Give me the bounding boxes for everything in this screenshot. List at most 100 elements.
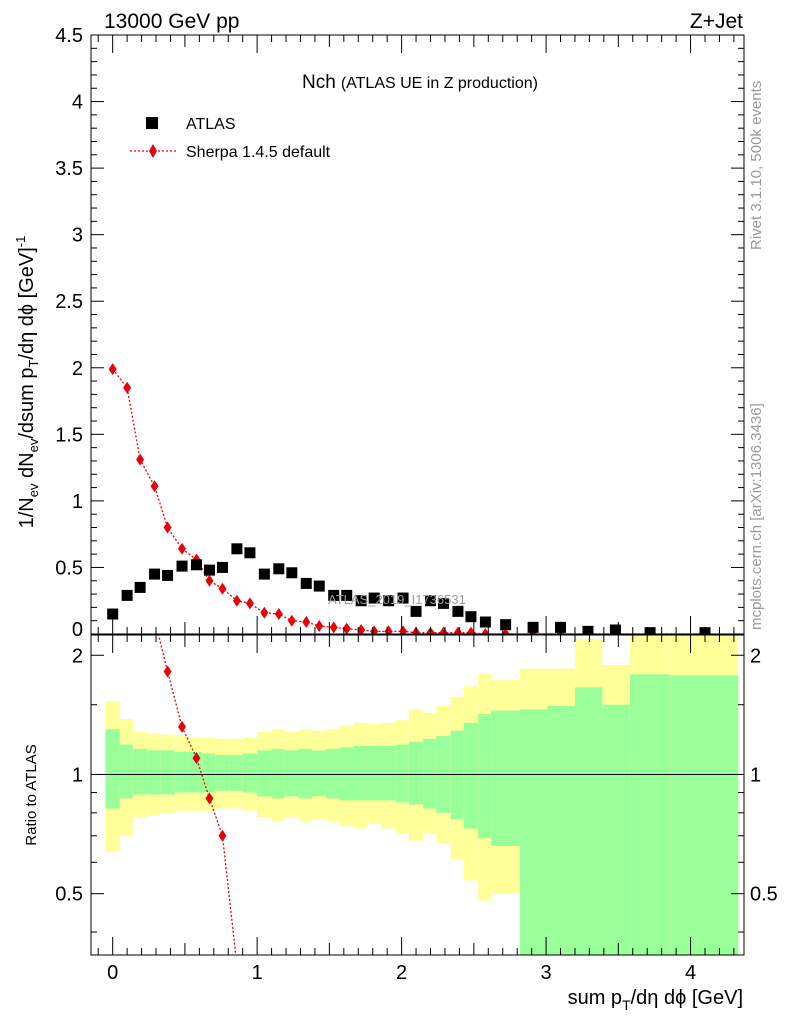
atlas-point [121,589,133,601]
main-axes: 0 0.5 1 1.5 2 2.5 3 3.5 4 4.5 [55,25,744,641]
main-panel: 0 0.5 1 1.5 2 2.5 3 3.5 4 4.5 Nch (ATLAS UE in Z p… [55,25,745,641]
ratio-inner-band [312,750,327,797]
main-y-tick-label: 0.5 [55,557,83,579]
sherpa-ratio-point [192,752,201,765]
sherpa-point [342,622,351,634]
sherpa-point [357,624,366,634]
x-tick-label: 4 [685,962,696,984]
sherpa-ratio-line [157,635,237,955]
main-y-tick-label: 2 [72,358,83,380]
atlas-point [176,560,188,572]
atlas-point [341,589,353,601]
sherpa-point [399,625,408,634]
mcplots-source-label: mcplots.cern.ch [arXiv:1306.3436] [748,403,765,630]
ratio-inner-band [463,722,479,829]
ratio-y-tick-label-right: 1 [750,764,761,786]
atlas-point [244,547,256,559]
header-channel: Z+Jet [690,10,743,33]
analysis-watermark: ATLAS_2019_I1736531 [328,592,466,607]
atlas-point [465,611,477,623]
main-y-tick-label: 3.5 [55,158,83,180]
atlas-point [355,595,367,607]
x-axis-title: sum pT/dη dϕ [GeV] [568,987,743,1013]
atlas-point [134,581,146,593]
ratio-inner-band [547,705,575,955]
ratio-inner-band [339,747,354,801]
ratio-inner-band [478,714,492,839]
ratio-inner-band [326,748,340,799]
sherpa-point [108,363,117,376]
ratio-inner-band [105,729,120,809]
sherpa-point [232,594,241,607]
sherpa-point [274,608,283,621]
sherpa-point [150,480,159,493]
sherpa-point [178,542,187,555]
x-tick-label: 1 [252,962,263,984]
atlas-point [644,627,656,634]
main-y-tick-label: 4 [72,92,83,114]
ratio-y-tick-label-right: 0.5 [750,884,778,906]
ratio-inner-band [229,754,243,791]
sherpa-point [287,614,296,627]
ratio-inner-band [366,745,382,801]
sherpa-point [501,628,510,634]
ratio-inner-band [187,751,203,793]
ratio-inner-band [629,674,671,955]
main-y-tick-label: 3 [72,225,83,247]
atlas-point [149,568,161,580]
sherpa-point [123,381,132,394]
atlas-point [203,564,215,576]
sherpa-ratio-point [233,959,241,971]
ratio-inner-band [215,754,230,791]
sherpa-ratio-point [218,829,227,842]
atlas-point [452,605,464,617]
atlas-point [609,624,621,634]
main-y-tick-label: 0 [72,619,83,641]
sherpa-point [136,453,145,466]
atlas-point [479,616,491,628]
ratio-inner-band [353,745,367,801]
main-y-tick-label: 4.5 [55,25,83,47]
ratio-inner-band [423,738,437,809]
ratio-inner-band [491,710,521,846]
ratio-inner-band [271,748,285,799]
sherpa-point [302,616,311,629]
legend-sherpa-label: Sherpa 1.4.5 default [186,144,331,161]
ratio-inner-band [408,741,424,805]
main-y-tick-label: 1 [72,491,83,513]
sherpa-point [245,597,254,610]
ratio-inner-band [284,750,300,797]
legend-atlas-label: ATLAS [186,116,236,133]
ratio-plot-area [91,635,744,971]
legend-sherpa-marker [149,144,157,158]
ratio-inner-band [242,753,258,793]
sherpa-point [329,621,338,634]
ratio-inner-band [381,745,396,801]
sherpa-ratio-point [178,720,187,733]
ratio-inner-band [174,751,188,793]
atlas-point [328,589,340,601]
sherpa-point [218,582,227,595]
sherpa-point [384,625,393,634]
atlas-point [273,563,285,575]
sherpa-point [370,625,379,634]
atlas-point [190,559,202,571]
plot-title: Nch (ATLAS UE in Z production) [302,72,538,93]
atlas-point [368,592,380,604]
sherpa-point [163,521,172,534]
atlas-point [383,595,395,607]
sherpa-ratio-point [205,792,214,805]
ratio-inner-band [670,675,739,955]
atlas-point [300,577,312,589]
ratio-y-axis-title: Ratio to ATLAS [23,744,40,845]
sherpa-point [439,626,448,634]
sherpa-point [466,626,475,634]
x-tick-label: 2 [396,962,407,984]
ratio-inner-band [132,748,148,795]
legend: ATLAS Sherpa 1.4.5 default [130,116,331,161]
atlas-point [216,561,228,573]
ratio-inner-band [147,750,161,795]
atlas-point [313,580,325,592]
ratio-inner-band [602,704,630,955]
